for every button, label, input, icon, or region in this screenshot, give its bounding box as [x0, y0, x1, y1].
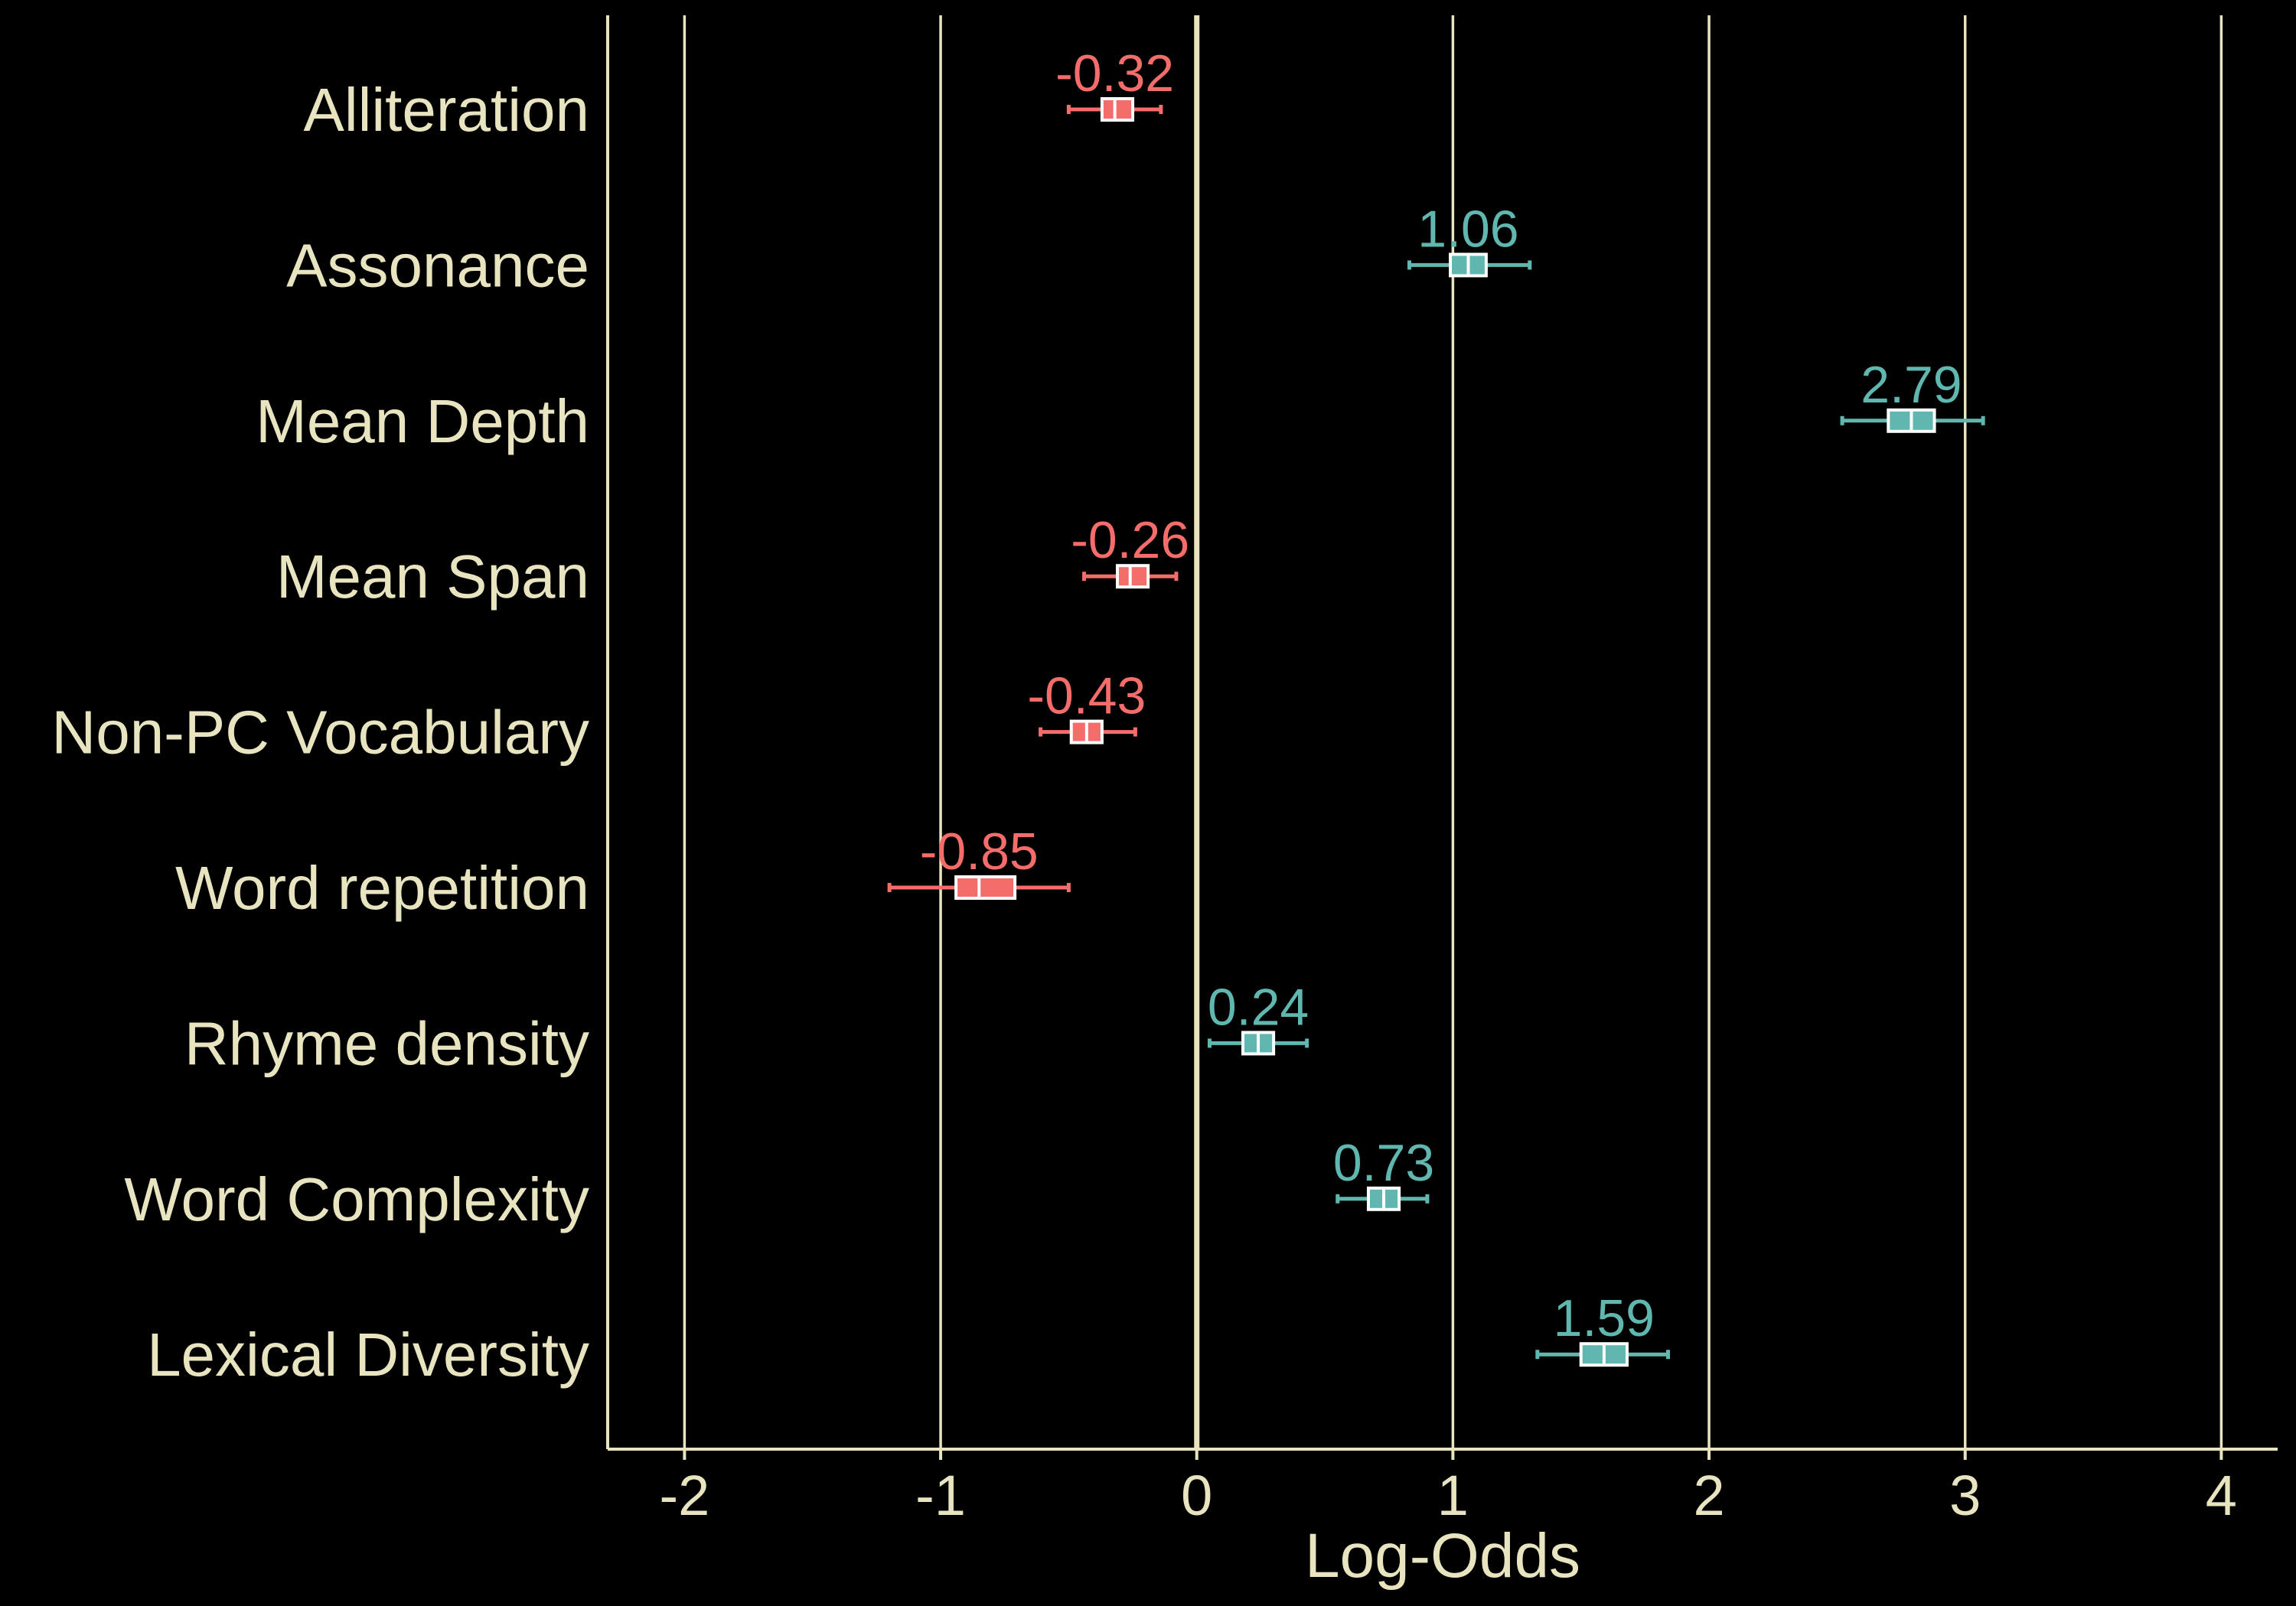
x-tick-label: -2: [659, 1464, 709, 1527]
value-label: 1.59: [1554, 1289, 1655, 1347]
category-label: Non-PC Vocabulary: [51, 699, 589, 767]
value-label: 0.73: [1333, 1134, 1434, 1192]
value-label: -0.26: [1071, 511, 1189, 569]
estimate-row: -0.85: [887, 823, 1071, 900]
x-tick-label: -1: [915, 1464, 966, 1527]
estimate-row: -0.43: [1027, 667, 1146, 744]
axes: [606, 15, 2278, 1451]
value-label: -0.43: [1027, 667, 1146, 725]
x-tick-label: 3: [1949, 1464, 1981, 1527]
category-label: Mean Span: [276, 542, 589, 611]
estimate-row: 1.06: [1407, 200, 1532, 278]
category-label: Alliteration: [303, 76, 589, 144]
category-labels: Alliteration Assonance Mean Depth Mean Span…: [51, 76, 589, 1389]
x-tick-label: 0: [1181, 1464, 1212, 1527]
x-tick-labels: -2 -1 0 1 2 3 4: [659, 1464, 2236, 1527]
category-label: Mean Depth: [256, 387, 589, 455]
category-label: Rhyme density: [184, 1009, 589, 1077]
estimate-row: -0.26: [1071, 511, 1189, 589]
estimate-row: 0.24: [1208, 978, 1309, 1056]
category-label: Assonance: [286, 231, 589, 299]
value-label: 2.79: [1861, 356, 1962, 414]
estimate-row: 2.79: [1840, 356, 1985, 433]
estimates: -0.32 1.06 2.79 -0.26 -0.43 -0.85 0.24 0.73 1.59: [887, 44, 1985, 1367]
estimate-box: [954, 875, 1017, 900]
estimate-row: -0.32: [1055, 44, 1174, 122]
value-label: 0.24: [1208, 978, 1309, 1036]
estimate-box: [1115, 564, 1150, 589]
category-label: Word repetition: [175, 854, 589, 922]
value-label: -0.85: [920, 823, 1039, 881]
x-tick-label: 4: [2206, 1464, 2237, 1527]
category-label: Word Complexity: [124, 1165, 589, 1233]
category-label: Lexical Diversity: [147, 1321, 589, 1389]
x-tick-label: 2: [1693, 1464, 1724, 1527]
x-tick-label: 1: [1437, 1464, 1469, 1527]
estimate-box: [1100, 97, 1135, 122]
x-axis-title: Log-Odds: [1305, 1521, 1580, 1591]
value-label: 1.06: [1417, 200, 1518, 258]
estimate-row: 1.59: [1535, 1289, 1671, 1367]
value-label: -0.32: [1055, 44, 1174, 103]
estimate-row: 0.73: [1333, 1134, 1434, 1211]
gridlines: [683, 15, 2223, 1460]
